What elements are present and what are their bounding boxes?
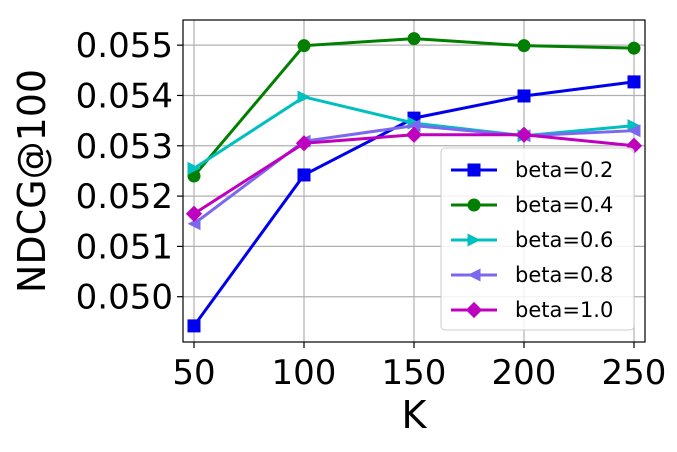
data-point	[627, 124, 641, 138]
y-tick-label: 0.051	[76, 227, 173, 267]
data-point	[515, 126, 533, 143]
series-layer	[185, 32, 643, 333]
y-tick-label: 0.052	[76, 177, 173, 217]
legend-item: beta=1.0	[451, 298, 613, 322]
x-tick-label: 100	[272, 353, 337, 393]
legend-label: beta=0.6	[515, 228, 613, 252]
y-axis-label: NDCG@100	[10, 69, 54, 293]
data-point	[185, 205, 203, 222]
legend-marker	[467, 198, 481, 212]
data-point	[627, 41, 641, 55]
legend-label: beta=0.2	[515, 158, 613, 182]
legend-label: beta=0.8	[515, 263, 613, 287]
legend-item: beta=0.8	[451, 263, 613, 287]
legend-marker	[467, 163, 481, 177]
legend-item: beta=0.4	[451, 193, 613, 217]
data-point	[187, 161, 201, 175]
legend-box	[440, 147, 635, 331]
legend-marker	[465, 301, 483, 319]
data-point	[517, 89, 531, 103]
x-tick-label: 150	[382, 353, 447, 393]
data-point	[517, 39, 531, 53]
data-point	[297, 90, 311, 104]
x-tick-label: 200	[492, 353, 557, 393]
axis-ticks: 50 100 150 200 250 0.050 0.051 0.052 0.053 0.054 0…	[76, 26, 667, 393]
legend-marker	[467, 268, 481, 282]
x-tick-label: 250	[602, 353, 667, 393]
data-point	[405, 126, 423, 143]
legend-marker	[467, 233, 481, 247]
legend-label: beta=1.0	[515, 298, 613, 322]
legend: beta=0.2 beta=0.4 beta=0.6 beta=0.8 beta=1.0	[440, 147, 635, 331]
data-point	[407, 32, 421, 46]
data-point	[295, 135, 313, 152]
y-tick-label: 0.050	[76, 278, 173, 318]
legend-item: beta=0.2	[451, 158, 613, 182]
data-point	[187, 217, 201, 231]
legend-item: beta=0.6	[451, 228, 613, 252]
x-axis-label: K	[402, 393, 428, 437]
data-point	[187, 319, 201, 333]
data-point	[407, 119, 421, 133]
data-point	[297, 168, 311, 182]
legend-label: beta=0.4	[515, 193, 613, 217]
data-point	[627, 75, 641, 89]
data-point	[627, 119, 641, 133]
series-4	[185, 126, 643, 222]
y-tick-label: 0.055	[76, 26, 173, 66]
data-point	[297, 39, 311, 53]
y-tick-label: 0.054	[76, 76, 173, 116]
x-tick-label: 50	[172, 353, 215, 393]
y-tick-label: 0.053	[76, 127, 173, 167]
